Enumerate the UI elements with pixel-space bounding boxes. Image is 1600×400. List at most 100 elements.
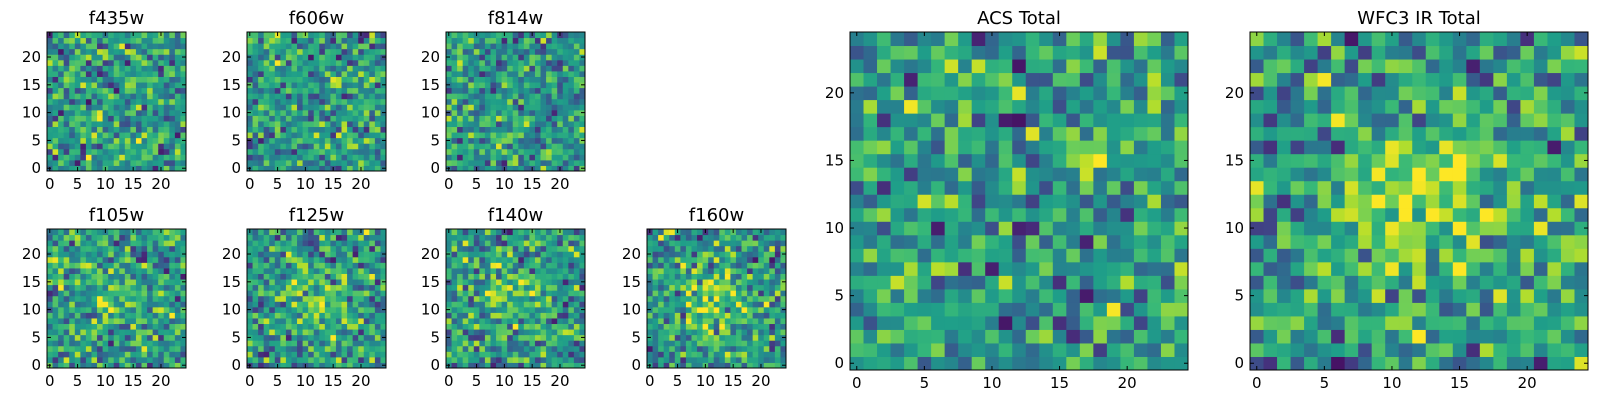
- heatmap-cell: [496, 76, 503, 83]
- heatmap-cell: [557, 317, 564, 325]
- heatmap-cell: [931, 153, 946, 168]
- heatmap-cell: [341, 273, 348, 280]
- heatmap-cell: [507, 245, 514, 252]
- heatmap-cell: [302, 104, 309, 111]
- heatmap-cell: [85, 37, 92, 44]
- axes-frame: [445, 228, 586, 369]
- heatmap-cell: [280, 323, 287, 330]
- heatmap-cell: [102, 109, 109, 116]
- heatmap-cell: [998, 153, 1013, 168]
- heatmap-cell: [579, 43, 586, 50]
- heatmap-cell: [341, 329, 348, 336]
- heatmap-cell: [313, 312, 320, 319]
- heatmap-cell: [507, 37, 514, 44]
- heatmap-cell: [747, 256, 754, 263]
- heatmap-cell: [113, 262, 120, 269]
- heatmap-cell: [319, 104, 326, 111]
- heatmap-cell: [69, 148, 76, 155]
- heatmap-cell: [369, 279, 376, 286]
- heatmap-cell: [462, 115, 469, 122]
- heatmap-cell: [374, 295, 381, 302]
- heatmap-cell: [507, 306, 514, 313]
- heatmap-cell: [374, 323, 381, 330]
- heatmap-cell: [1160, 275, 1175, 290]
- heatmap-cell: [174, 240, 181, 247]
- heatmap-cell: [91, 234, 98, 241]
- heatmap-cell: [568, 126, 575, 133]
- heatmap-cell: [479, 154, 486, 161]
- heatmap-cell: [529, 48, 536, 55]
- heatmap-cell: [958, 153, 973, 168]
- heatmap-cell: [512, 154, 519, 161]
- heatmap-cell: [280, 273, 287, 280]
- heatmap-cell: [363, 295, 370, 302]
- heatmap-cell: [330, 82, 337, 89]
- heatmap-cell: [258, 340, 265, 347]
- heatmap-cell: [297, 70, 304, 77]
- heatmap-cell: [780, 267, 787, 274]
- heatmap-cell: [258, 329, 265, 336]
- heatmap-cell: [496, 345, 503, 352]
- heatmap-cell: [97, 362, 104, 369]
- heatmap-cell: [324, 115, 331, 122]
- heatmap-cell: [58, 295, 65, 302]
- heatmap-cell: [319, 126, 326, 133]
- heatmap-cell: [113, 234, 120, 241]
- heatmap-cell: [102, 356, 109, 363]
- heatmap-cell: [473, 334, 480, 341]
- heatmap-cell: [685, 262, 692, 269]
- heatmap-cell: [380, 154, 387, 161]
- heatmap-cell: [490, 159, 497, 166]
- heatmap-cell: [335, 234, 343, 241]
- heatmap-cell: [534, 104, 542, 111]
- heatmap-cell: [163, 143, 170, 150]
- heatmap-cell: [747, 273, 754, 280]
- heatmap-cell: [763, 229, 770, 236]
- heatmap-cell: [169, 48, 176, 55]
- heatmap-cell: [562, 284, 569, 291]
- heatmap-cell: [496, 132, 503, 139]
- heatmap-cell: [169, 245, 176, 252]
- heatmap-cell: [363, 104, 370, 111]
- heatmap-cell: [663, 306, 670, 313]
- heatmap-cell: [280, 284, 287, 291]
- heatmap-cell: [130, 345, 137, 352]
- heatmap-cell: [724, 362, 731, 369]
- heatmap-cell: [269, 148, 276, 155]
- heatmap-cell: [47, 65, 54, 72]
- heatmap-cell: [297, 126, 304, 133]
- heatmap-cell: [546, 362, 553, 369]
- heatmap-cell: [774, 290, 781, 297]
- heatmap-cell: [697, 345, 704, 352]
- heatmap-cell: [308, 37, 315, 44]
- heatmap-cell: [358, 154, 365, 161]
- heatmap-cell: [352, 87, 359, 94]
- heatmap-cell: [557, 351, 564, 358]
- heatmap-cell: [573, 43, 580, 50]
- heatmap-cell: [568, 273, 575, 280]
- heatmap-cell: [297, 329, 304, 336]
- heatmap-cell: [674, 273, 681, 280]
- heatmap-cell: [697, 362, 704, 369]
- heatmap-cell: [747, 245, 754, 252]
- heatmap-cell: [998, 315, 1013, 330]
- heatmap-cell: [80, 120, 87, 128]
- heatmap-cell: [534, 267, 542, 274]
- heatmap-cell: [462, 334, 469, 341]
- heatmap-cell: [713, 234, 720, 241]
- heatmap-cell: [724, 356, 731, 363]
- heatmap-cell: [313, 301, 320, 308]
- x-tick-label: 10: [696, 372, 715, 390]
- heatmap-cell: [102, 295, 109, 302]
- heatmap-cell: [529, 126, 536, 133]
- heatmap-cell: [74, 154, 81, 161]
- heatmap-cell: [747, 351, 754, 358]
- heatmap-cell: [369, 290, 376, 297]
- heatmap-cell: [80, 165, 87, 172]
- heatmap-cell: [52, 345, 59, 352]
- heatmap-cell: [769, 340, 776, 347]
- heatmap-cell: [85, 340, 92, 347]
- heatmap-cell: [174, 251, 181, 258]
- heatmap-cell: [297, 43, 304, 50]
- heatmap-cell: [58, 59, 65, 66]
